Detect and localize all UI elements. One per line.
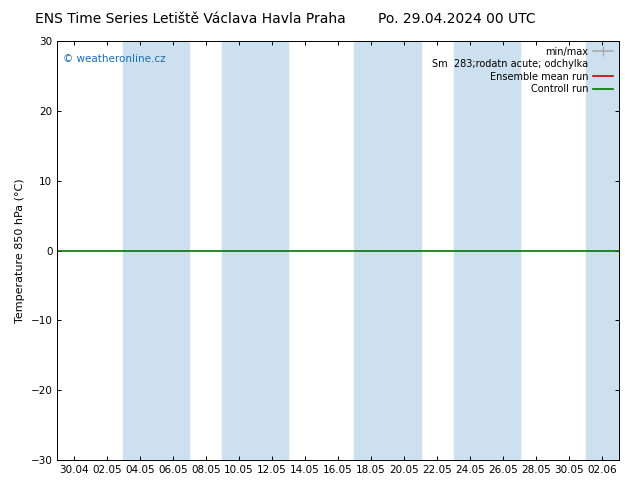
Bar	[223, 41, 288, 460]
Y-axis label: Temperature 850 hPa (°C): Temperature 850 hPa (°C)	[15, 178, 25, 323]
Legend: min/max, Sm  283;rodatn acute; odchylka, Ensemble mean run, Controll run: min/max, Sm 283;rodatn acute; odchylka, …	[429, 43, 617, 98]
Bar	[124, 41, 190, 460]
Bar	[453, 41, 520, 460]
Text: ENS Time Series Letiště Václava Havla Praha: ENS Time Series Letiště Václava Havla Pr…	[35, 12, 346, 26]
Text: Po. 29.04.2024 00 UTC: Po. 29.04.2024 00 UTC	[378, 12, 535, 26]
Text: © weatheronline.cz: © weatheronline.cz	[63, 53, 165, 64]
Bar	[354, 41, 420, 460]
Bar	[586, 41, 619, 460]
